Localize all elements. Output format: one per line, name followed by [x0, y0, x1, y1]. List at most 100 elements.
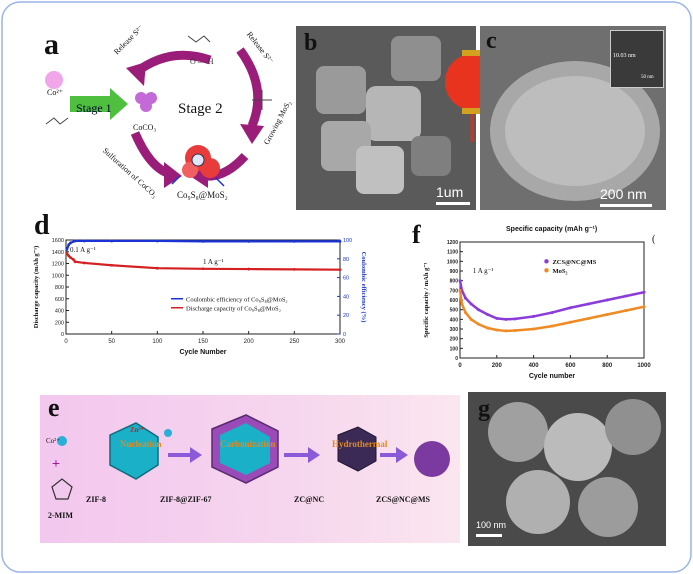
series-point-1	[71, 257, 75, 261]
scale-label-c: 200 nm	[600, 186, 647, 202]
y-tick-label: 0	[61, 332, 64, 338]
chart-f: 0 200 400 600 800 1000 0 100 200 300 400 500 600 700 8…	[423, 240, 651, 380]
cycle-arrowhead-top	[126, 62, 146, 86]
series-point-0	[476, 308, 480, 312]
panel-b-sem-image: b 1um	[296, 26, 476, 210]
y-tick-label: 200	[55, 320, 64, 326]
panel-label-b: b	[304, 30, 318, 56]
nucleation-label: Nucleation	[120, 439, 162, 449]
co-ion-label-e: Co²⁺	[46, 437, 60, 445]
y2-axis-label: Coulombic efficiency (%)	[360, 252, 367, 323]
y-tick-label: 1100	[447, 250, 458, 256]
x-tick-label: 200	[244, 339, 255, 345]
mim-ring-icon	[51, 478, 73, 500]
series-point-0	[469, 302, 473, 306]
series-point-0	[464, 296, 468, 300]
series-point-1	[495, 328, 499, 332]
zn-ion-dot	[164, 429, 172, 437]
y-tick-label: 1200	[447, 240, 458, 246]
y2-tick-label: 40	[343, 294, 349, 300]
legend-swatch-0	[544, 259, 549, 264]
carbonization-label: Carbonization	[220, 439, 276, 449]
zcnc-label: ZC@NC	[294, 495, 325, 504]
panel-c-sem-image: c 10.03 nm 50 nm 200 nm	[480, 26, 666, 210]
y-tick-label: 1000	[447, 259, 458, 265]
y2-tick-label: 80	[343, 257, 349, 263]
series-point-1	[568, 320, 572, 324]
annotation-1: 1 A g⁻¹	[203, 258, 224, 266]
series-point-1	[624, 309, 628, 313]
mim-label: 2-MIM	[48, 511, 73, 520]
co-ion-sphere	[45, 71, 63, 89]
series-point-1	[513, 328, 517, 332]
thiourea-molecule-icon	[187, 35, 211, 43]
panel-g-sem-image: g 100 nm	[468, 392, 666, 546]
y-tick-label: 100	[450, 346, 459, 352]
y-tick-label: 900	[450, 269, 459, 275]
series-point-1	[201, 267, 205, 271]
zcnc-crystal	[337, 426, 377, 472]
legend-label-1: Discharge capacity of Co₉S₈@MoS₂	[186, 305, 281, 312]
y-tick-label: 500	[450, 308, 459, 314]
zcsncms-label: ZCS@NC@MS	[376, 495, 430, 504]
panel-label-e: e	[48, 393, 60, 422]
hydrothermal-label: Hydrothermal	[332, 439, 388, 449]
x-axis-label: Cycle Number	[179, 349, 226, 356]
panel-label-a: a	[44, 28, 59, 61]
series-point-0	[67, 243, 71, 247]
chart-f-plot-area	[459, 241, 645, 359]
series-point-1	[504, 329, 508, 333]
sem-nanoflower-texture	[468, 392, 666, 546]
zif8-crystal	[109, 422, 159, 480]
chart-d-plot-area	[65, 239, 341, 335]
series-point-0	[624, 294, 628, 298]
panel-a-scheme: O — H	[45, 35, 272, 188]
series-point-0	[568, 306, 572, 310]
series-point-0	[587, 302, 591, 306]
stage1-label: Stage 1	[76, 101, 112, 115]
series-point-0	[69, 241, 72, 245]
y-tick-label: 800	[55, 285, 64, 291]
panel-label-g: g	[478, 396, 490, 422]
sem-flower-texture	[480, 26, 666, 210]
inset-hrtem: 10.03 nm 50 nm	[610, 30, 664, 88]
series-point-1	[464, 311, 468, 315]
series-point-1	[469, 317, 473, 321]
y2-tick-label: 60	[343, 276, 349, 282]
panel-label-c: c	[486, 28, 497, 54]
x-tick-label: 0	[458, 363, 462, 369]
annotation-0: 1 A g⁻¹	[473, 267, 494, 275]
series-point-1	[458, 288, 462, 292]
y-tick-label: 300	[450, 327, 459, 333]
inset-scale-label: 10.03 nm	[613, 53, 636, 59]
series-point-0	[338, 240, 342, 243]
series-point-1	[460, 302, 464, 306]
y-axis-label: Specific capacity / mAh g⁻¹	[423, 262, 430, 337]
series-point-1	[65, 252, 69, 255]
cycle-arrow-right	[236, 47, 263, 128]
chart-f-header: Specific capacity (mAh g⁻¹)	[506, 226, 598, 233]
zif8-zif67-label: ZIF-8@ZIF-67	[160, 495, 212, 504]
series-point-0	[513, 317, 517, 321]
series-point-0	[642, 290, 646, 294]
series-point-0	[110, 239, 114, 243]
y-tick-label: 1200	[52, 262, 64, 268]
mos4-molecule-icon	[252, 90, 272, 110]
y-tick-label: 200	[450, 337, 459, 343]
series-point-1	[110, 263, 114, 267]
series-point-1	[605, 313, 609, 316]
series-point-0	[247, 240, 251, 243]
sem-cubes-texture	[296, 26, 476, 210]
x-tick-label: 250	[289, 339, 300, 345]
coco3-label: CoCO₃	[133, 123, 157, 132]
x-tick-label: 150	[198, 339, 209, 345]
series-point-0	[458, 279, 462, 283]
series-point-1	[642, 305, 646, 309]
series-point-0	[486, 313, 490, 316]
inset-bar-label: 50 nm	[641, 75, 654, 80]
y-tick-label: 400	[450, 317, 459, 323]
series-point-0	[201, 240, 205, 243]
legend-label-1: MoS₂	[552, 268, 567, 275]
scale-label-b: 1um	[436, 184, 464, 200]
y-tick-label: 0	[455, 356, 458, 362]
